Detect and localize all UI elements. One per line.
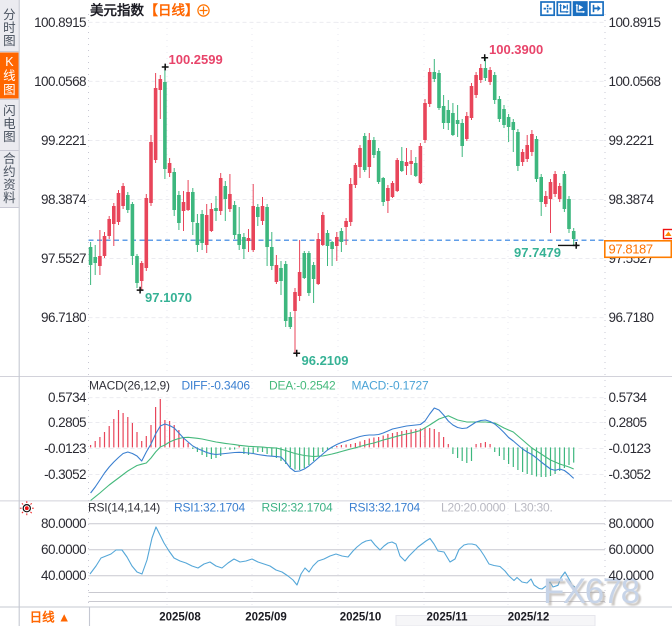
- svg-text:100.3900: 100.3900: [489, 42, 543, 57]
- svg-text:40.0000: 40.0000: [41, 568, 86, 583]
- svg-text:2025/10: 2025/10: [340, 612, 382, 624]
- svg-text:日线 ▲: 日线 ▲: [30, 610, 71, 625]
- svg-text:-0.3052: -0.3052: [609, 467, 651, 482]
- svg-text:99.2221: 99.2221: [41, 133, 86, 148]
- svg-text:80.0000: 80.0000: [41, 516, 86, 531]
- svg-text:2025/12: 2025/12: [508, 612, 550, 624]
- svg-text:97.7479: 97.7479: [514, 245, 561, 260]
- svg-text:DEA:-0.2542: DEA:-0.2542: [269, 379, 336, 393]
- svg-text:0.2805: 0.2805: [609, 415, 647, 430]
- svg-text:线: 线: [3, 69, 16, 83]
- svg-text:97.1070: 97.1070: [145, 290, 192, 305]
- svg-text:料: 料: [3, 191, 16, 205]
- svg-text:2025/08: 2025/08: [159, 612, 201, 624]
- svg-text:闪: 闪: [3, 104, 16, 118]
- svg-text:100.0568: 100.0568: [609, 74, 661, 89]
- svg-text:MACD:-0.1727: MACD:-0.1727: [352, 379, 429, 393]
- svg-text:0.2805: 0.2805: [48, 415, 86, 430]
- svg-text:时: 时: [3, 21, 16, 35]
- svg-text:40.0000: 40.0000: [609, 568, 654, 583]
- svg-text:资: 资: [3, 178, 16, 192]
- svg-text:80.0000: 80.0000: [609, 516, 654, 531]
- svg-text:2025/09: 2025/09: [245, 612, 287, 624]
- svg-text:60.0000: 60.0000: [609, 542, 654, 557]
- svg-text:60.0000: 60.0000: [41, 542, 86, 557]
- svg-text:MACD(26,12,9): MACD(26,12,9): [89, 379, 170, 393]
- svg-text:合: 合: [3, 151, 16, 166]
- svg-text:DIFF:-0.3406: DIFF:-0.3406: [182, 379, 251, 393]
- svg-text:分: 分: [3, 8, 16, 22]
- svg-text:图: 图: [3, 130, 16, 144]
- svg-text:RSI1:32.1704: RSI1:32.1704: [174, 501, 246, 515]
- svg-text:-0.0123: -0.0123: [44, 441, 86, 456]
- svg-text:96.7180: 96.7180: [41, 310, 86, 325]
- svg-text:98.3874: 98.3874: [41, 192, 87, 207]
- svg-text:96.7180: 96.7180: [609, 310, 654, 325]
- svg-text:2025/11: 2025/11: [427, 612, 469, 624]
- svg-text:L30:30.: L30:30.: [514, 501, 553, 515]
- svg-text:约: 约: [3, 164, 16, 179]
- svg-text:0.5734: 0.5734: [609, 390, 648, 405]
- svg-text:96.2109: 96.2109: [302, 353, 349, 368]
- svg-text:图: 图: [3, 83, 16, 97]
- svg-text:-0.3052: -0.3052: [44, 467, 86, 482]
- svg-text:美元指数: 美元指数: [90, 2, 144, 18]
- svg-text:-0.0123: -0.0123: [609, 441, 651, 456]
- svg-text:99.2221: 99.2221: [609, 133, 654, 148]
- svg-text:RSI3:32.1704: RSI3:32.1704: [349, 501, 421, 515]
- svg-text:RSI2:32.1704: RSI2:32.1704: [262, 501, 334, 515]
- svg-text:RSI(14,14,14): RSI(14,14,14): [88, 501, 160, 515]
- svg-text:100.8915: 100.8915: [34, 15, 86, 30]
- svg-text:【日线】: 【日线】: [145, 2, 199, 18]
- svg-text:98.3874: 98.3874: [609, 192, 655, 207]
- svg-text:L20:20.0000: L20:20.0000: [441, 501, 506, 515]
- svg-text:97.8187: 97.8187: [609, 242, 653, 257]
- svg-text:K: K: [5, 55, 14, 69]
- svg-text:图: 图: [3, 34, 16, 48]
- svg-text:100.2599: 100.2599: [169, 52, 223, 67]
- svg-text:0.5734: 0.5734: [48, 390, 87, 405]
- svg-text:100.0568: 100.0568: [34, 74, 86, 89]
- svg-text:电: 电: [3, 117, 16, 131]
- svg-text:100.8915: 100.8915: [609, 15, 661, 30]
- svg-text:FX678: FX678: [543, 572, 639, 611]
- svg-text:97.5527: 97.5527: [41, 251, 86, 266]
